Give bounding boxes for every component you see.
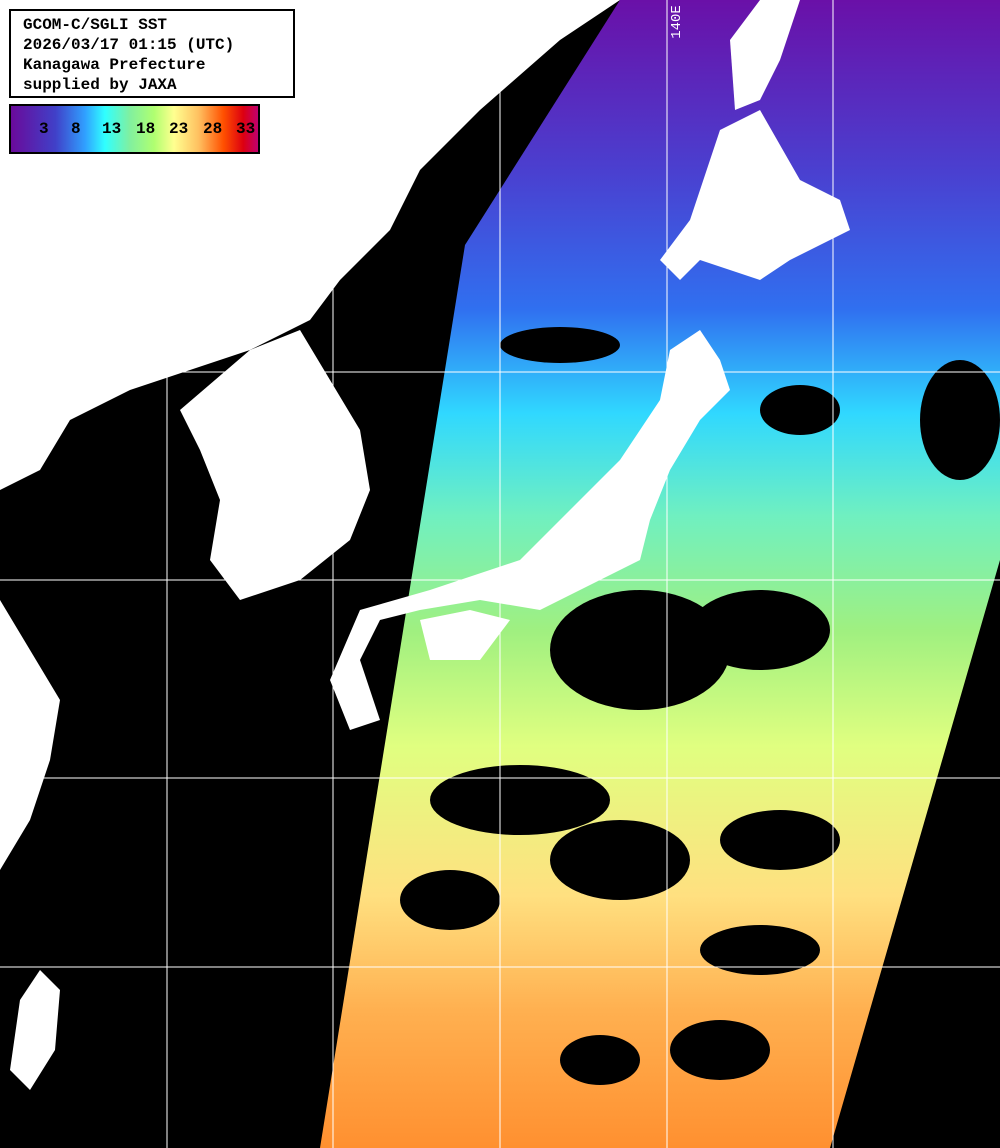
land-hokkaido <box>660 110 850 280</box>
legend-tick: 3 <box>39 120 49 138</box>
land-korea <box>180 330 370 600</box>
cloud-gaps <box>400 327 1000 1085</box>
land-kyushu-shikoku <box>420 610 510 660</box>
title-region: Kanagawa Prefecture <box>23 56 206 74</box>
color-scale-legend: 3 8 13 18 23 28 33 <box>9 104 260 154</box>
title-credit: supplied by JAXA <box>23 76 177 94</box>
title-product: GCOM-C/SGLI SST <box>23 16 168 34</box>
land-sakhalin <box>730 0 800 110</box>
title-datetime: 2026/03/17 01:15 (UTC) <box>23 36 235 54</box>
lon-label-140e: 140E <box>668 5 685 39</box>
legend-tick: 23 <box>169 120 189 138</box>
legend-tick: 28 <box>203 120 223 138</box>
land-taiwan <box>10 970 60 1090</box>
title-box: GCOM-C/SGLI SST 2026/03/17 01:15 (UTC) K… <box>9 9 295 98</box>
land-china-coast <box>0 600 60 870</box>
legend-tick: 8 <box>71 120 81 138</box>
lat-label-40n: 40N <box>14 353 40 369</box>
satellite-swath <box>320 0 1000 1148</box>
lat-label-30n: 30N <box>14 760 40 776</box>
legend-tick: 18 <box>136 120 156 138</box>
legend-tick: 33 <box>236 120 256 138</box>
legend-tick: 13 <box>102 120 122 138</box>
land-honshu <box>330 330 730 730</box>
